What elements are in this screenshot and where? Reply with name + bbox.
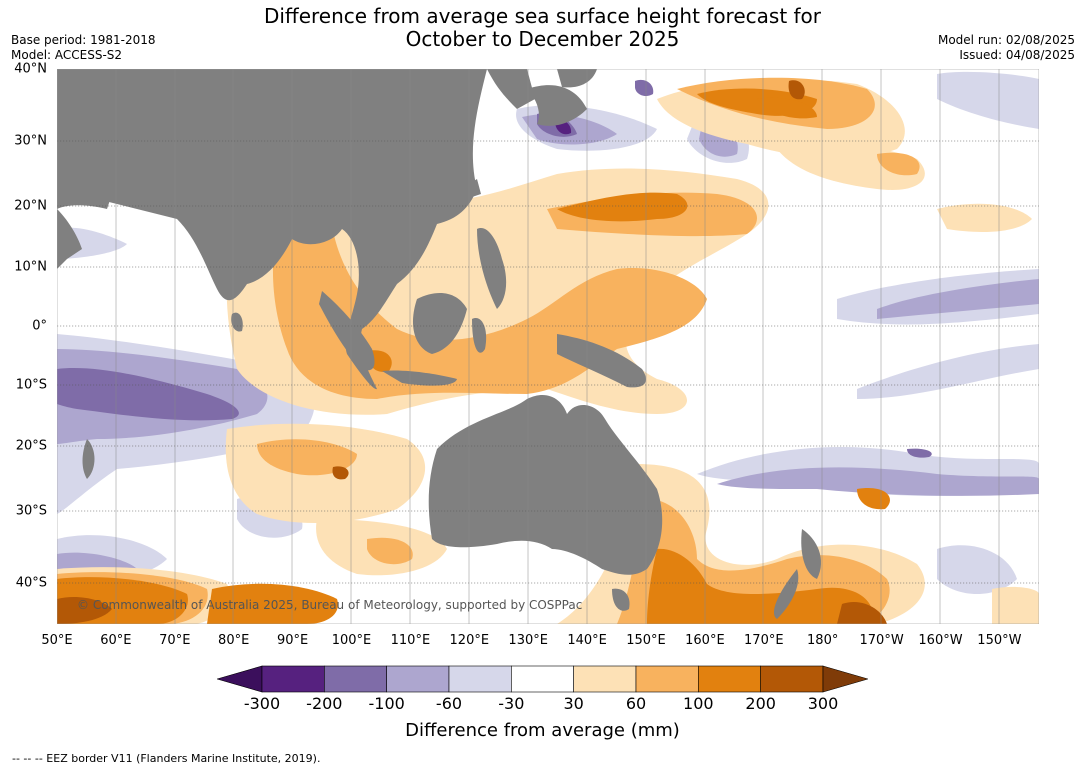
latitude-label: 30°N [14,133,47,149]
colour-bar-segment [760,665,824,693]
colour-bar-tick-label: 300 [807,694,839,713]
latitude-label: 40°N [14,61,47,77]
colour-bar-segment [698,665,761,693]
longitude-label: 150°W [977,633,1022,648]
longitude-label: 60°E [100,633,132,648]
longitude-label: 50°E [41,633,73,648]
latitude-label: 0° [32,318,47,334]
map-title-line-1: Difference from average sea surface heig… [263,4,822,28]
colour-bar-segment [386,665,450,693]
longitude-label: 110°E [390,633,431,648]
colour-bar-title: Difference from average (mm) [405,720,680,741]
eez-footnote: -- -- -- EEZ border V11 (Flanders Marine… [12,752,321,765]
colour-bar-tick-label: -30 [498,694,525,713]
latitude-label: 20°N [14,198,47,214]
sea-level-anomaly-map [57,69,1039,624]
colour-bar-tick-label: 30 [563,694,584,713]
colour-bar-tick-label: 100 [683,694,714,713]
longitude-label: 160°W [918,633,963,648]
latitude-label: 10°N [14,259,47,275]
longitude-label: 80°E [218,633,250,648]
longitude-label: 180° [807,633,839,648]
colour-bar-tick-label: 200 [745,694,776,713]
land-masses [57,69,822,619]
colour-bar-segment [448,665,512,693]
model-label: Model: ACCESS-S2 [11,48,123,62]
map-title-line-2: October to December 2025 [405,27,680,51]
colour-bar-tick-label: -300 [243,694,281,713]
copyright-notice: © Commonwealth of Australia 2025, Bureau… [77,598,583,612]
colour-bar-tick-label: 60 [625,694,647,713]
latitude-label: 40°S [15,575,47,591]
colour-bar-segment [573,665,637,693]
longitude-label: 120°E [449,633,490,648]
colour-bar-segment [324,665,387,693]
base-period-label: Base period: 1981-2018 [11,33,156,47]
longitude-label: 100°E [331,633,372,648]
issued-label: Issued: 04/08/2025 [959,48,1075,62]
colour-bar-over-arrow [822,665,868,693]
meridian-lines [115,69,1000,624]
colour-bar-tick-label: -60 [435,694,463,713]
longitude-label: 170°W [859,633,904,648]
longitude-label: 170°E [744,633,784,648]
longitude-label: 150°E [626,633,666,648]
colour-bar-segment [261,665,325,693]
colour-bar-tick-label: -100 [368,694,405,713]
longitude-label: 130°E [508,633,548,648]
latitude-label: 20°S [15,438,47,454]
latitude-label: 30°S [15,503,47,519]
colour-bar-segment [511,665,574,693]
latitude-label: 10°S [15,377,47,393]
colour-bar-under-arrow [217,665,263,693]
colour-bar [217,665,868,693]
colour-bar-tick-label: -200 [306,694,343,713]
longitude-label: 160°E [685,633,725,648]
longitude-label: 140°E [567,633,607,648]
colour-bar-segment [635,665,699,693]
longitude-label: 90°E [276,633,309,648]
model-run-label: Model run: 02/08/2025 [937,33,1075,47]
longitude-label: 70°E [159,633,191,648]
